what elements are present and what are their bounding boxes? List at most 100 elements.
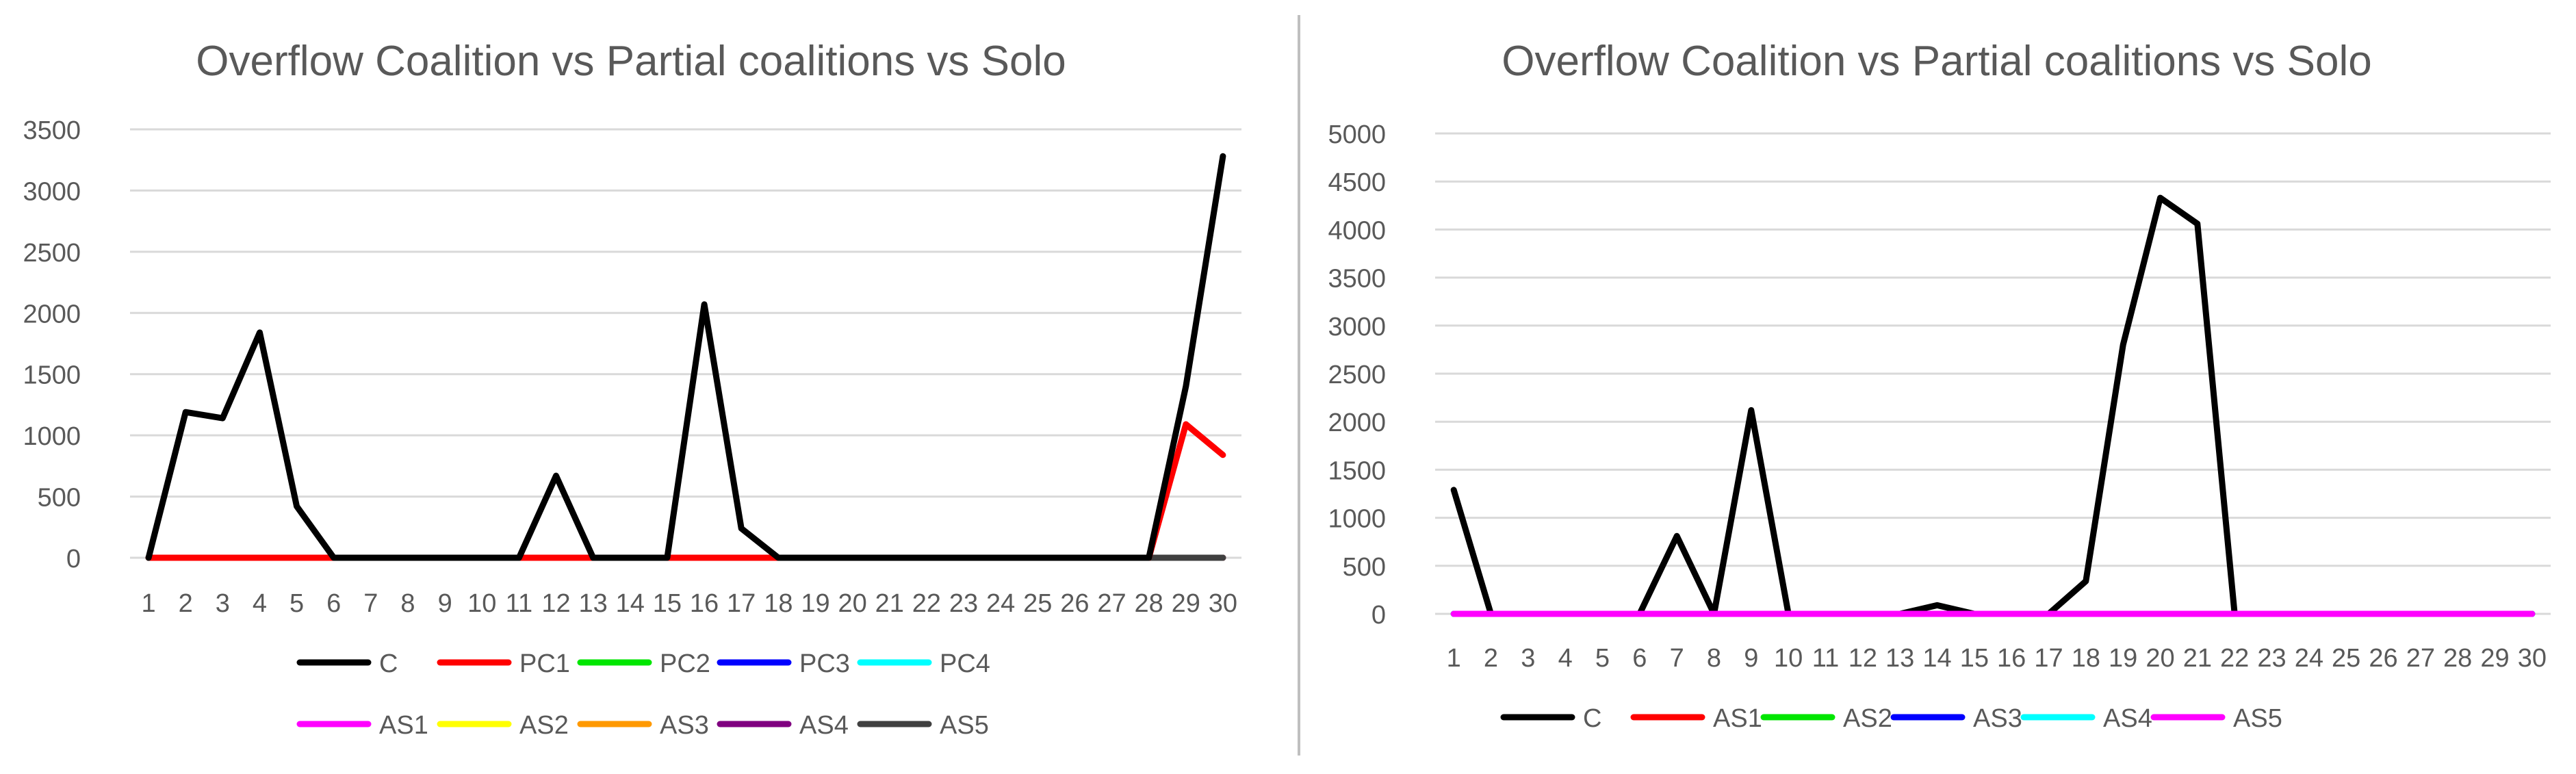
x-tick-label: 10 — [467, 589, 496, 618]
x-tick-label: 22 — [912, 589, 941, 618]
x-tick-label: 9 — [438, 589, 452, 618]
x-tick-label: 14 — [616, 589, 645, 618]
legend-label-as5: AS5 — [2233, 704, 2282, 733]
legend-label-as3: AS3 — [660, 711, 709, 740]
x-tick-label: 7 — [363, 589, 378, 618]
x-tick-label: 21 — [2183, 644, 2212, 673]
x-tick-label: 3 — [216, 589, 230, 618]
x-axis-ticks: 1 2 3 4 5 6 7 8 9 10 11 12 13 14 15 16 17 18 19 20 21 22 23 24 2… — [141, 589, 1237, 618]
y-tick-label: 1500 — [1328, 456, 1386, 485]
y-tick-label: 2500 — [1328, 361, 1386, 389]
series-lines — [145, 153, 1226, 561]
x-tick-label: 8 — [400, 589, 415, 618]
legend-label-as4: AS4 — [2103, 704, 2152, 733]
legend-label-c: C — [379, 649, 398, 678]
x-tick-label: 4 — [253, 589, 267, 618]
x-tick-label: 7 — [1670, 644, 1684, 673]
y-tick-label: 3000 — [1328, 313, 1386, 341]
y-tick-label: 3000 — [23, 177, 81, 206]
x-tick-label: 24 — [2295, 644, 2323, 673]
x-tick-label: 29 — [1172, 589, 1200, 618]
x-tick-label: 27 — [1097, 589, 1126, 618]
x-tick-label: 12 — [541, 589, 570, 618]
x-tick-label: 2 — [179, 589, 193, 618]
legend: C AS1 AS2 AS3 AS4 AS5 — [1500, 704, 2282, 733]
chart-left: Overflow Coalition vs Partial coalitions… — [23, 38, 1241, 740]
legend-label-as2: AS2 — [519, 711, 569, 740]
y-axis-ticks: 0 500 1000 1500 2000 2500 3000 3500 — [23, 116, 81, 573]
chart-title: Overflow Coalition vs Partial coalitions… — [1502, 38, 2372, 85]
x-tick-label: 30 — [2518, 644, 2547, 673]
y-tick-label: 2500 — [23, 239, 81, 268]
y-tick-label: 4000 — [1328, 216, 1386, 245]
x-tick-label: 24 — [986, 589, 1015, 618]
x-tick-label: 30 — [1209, 589, 1237, 618]
x-tick-label: 19 — [2109, 644, 2137, 673]
legend-label-pc3: PC3 — [799, 649, 850, 678]
chart-right: Overflow Coalition vs Partial coalitions… — [1328, 38, 2551, 733]
legend-label-pc1: PC1 — [519, 649, 570, 678]
y-tick-label: 2000 — [1328, 409, 1386, 437]
x-tick-label: 15 — [1960, 644, 1989, 673]
legend-label-as1: AS1 — [1713, 704, 1762, 733]
series-line-c — [1450, 194, 2536, 617]
y-tick-label: 2000 — [23, 300, 81, 328]
x-tick-label: 1 — [1447, 644, 1461, 673]
x-axis-ticks: 1 2 3 4 5 6 7 8 9 10 11 12 13 14 15 16 17 18 19 20 21 22 23 24 2… — [1447, 644, 2547, 673]
x-tick-label: 14 — [1922, 644, 1951, 673]
x-tick-label: 13 — [1885, 644, 1914, 673]
legend-label-pc2: PC2 — [660, 649, 710, 678]
x-tick-label: 10 — [1774, 644, 1803, 673]
x-tick-label: 23 — [2257, 644, 2286, 673]
y-tick-label: 0 — [1371, 601, 1386, 630]
x-tick-label: 16 — [690, 589, 719, 618]
x-tick-label: 9 — [1744, 644, 1758, 673]
x-tick-label: 18 — [764, 589, 793, 618]
y-tick-label: 3500 — [1328, 265, 1386, 294]
x-tick-label: 15 — [653, 589, 682, 618]
series-lines — [1450, 194, 2536, 617]
x-tick-label: 2 — [1484, 644, 1498, 673]
x-tick-label: 20 — [2146, 644, 2174, 673]
x-tick-label: 6 — [1632, 644, 1647, 673]
legend-label-as1: AS1 — [379, 711, 428, 740]
legend-label-as4: AS4 — [799, 711, 849, 740]
x-tick-label: 5 — [289, 589, 304, 618]
y-tick-label: 0 — [66, 545, 81, 573]
y-tick-label: 5000 — [1328, 120, 1386, 149]
x-tick-label: 1 — [141, 589, 155, 618]
legend-label-as2: AS2 — [1843, 704, 1892, 733]
y-tick-label: 1500 — [23, 361, 81, 390]
legend-label-c: C — [1583, 704, 1601, 733]
y-tick-label: 4500 — [1328, 168, 1386, 197]
x-tick-label: 27 — [2406, 644, 2435, 673]
x-tick-label: 26 — [2369, 644, 2397, 673]
y-tick-label: 1000 — [23, 422, 81, 451]
x-tick-label: 17 — [2034, 644, 2063, 673]
x-tick-label: 4 — [1558, 644, 1573, 673]
legend-label-pc4: PC4 — [940, 649, 990, 678]
y-tick-label: 500 — [38, 484, 81, 513]
x-tick-label: 28 — [2443, 644, 2472, 673]
x-tick-label: 23 — [949, 589, 978, 618]
x-tick-label: 13 — [579, 589, 608, 618]
x-tick-label: 12 — [1849, 644, 1877, 673]
x-tick-label: 16 — [1997, 644, 2026, 673]
x-tick-label: 5 — [1595, 644, 1610, 673]
x-tick-label: 17 — [727, 589, 756, 618]
x-tick-label: 6 — [326, 589, 341, 618]
x-tick-label: 11 — [506, 589, 532, 618]
y-tick-label: 500 — [1343, 553, 1386, 582]
x-tick-label: 11 — [1812, 644, 1839, 673]
x-tick-label: 20 — [838, 589, 866, 618]
x-tick-label: 3 — [1521, 644, 1535, 673]
x-tick-label: 22 — [2220, 644, 2249, 673]
legend-label-as3: AS3 — [1973, 704, 2022, 733]
y-tick-label: 3500 — [23, 116, 81, 145]
legend: C PC1 PC2 PC3 PC4 AS1 AS2 AS3 AS4 AS5 — [296, 649, 990, 740]
x-tick-label: 18 — [2072, 644, 2100, 673]
y-axis-ticks: 0 500 1000 1500 2000 2500 3000 3500 4000 4500 5000 — [1328, 120, 1386, 630]
x-tick-label: 19 — [801, 589, 829, 618]
